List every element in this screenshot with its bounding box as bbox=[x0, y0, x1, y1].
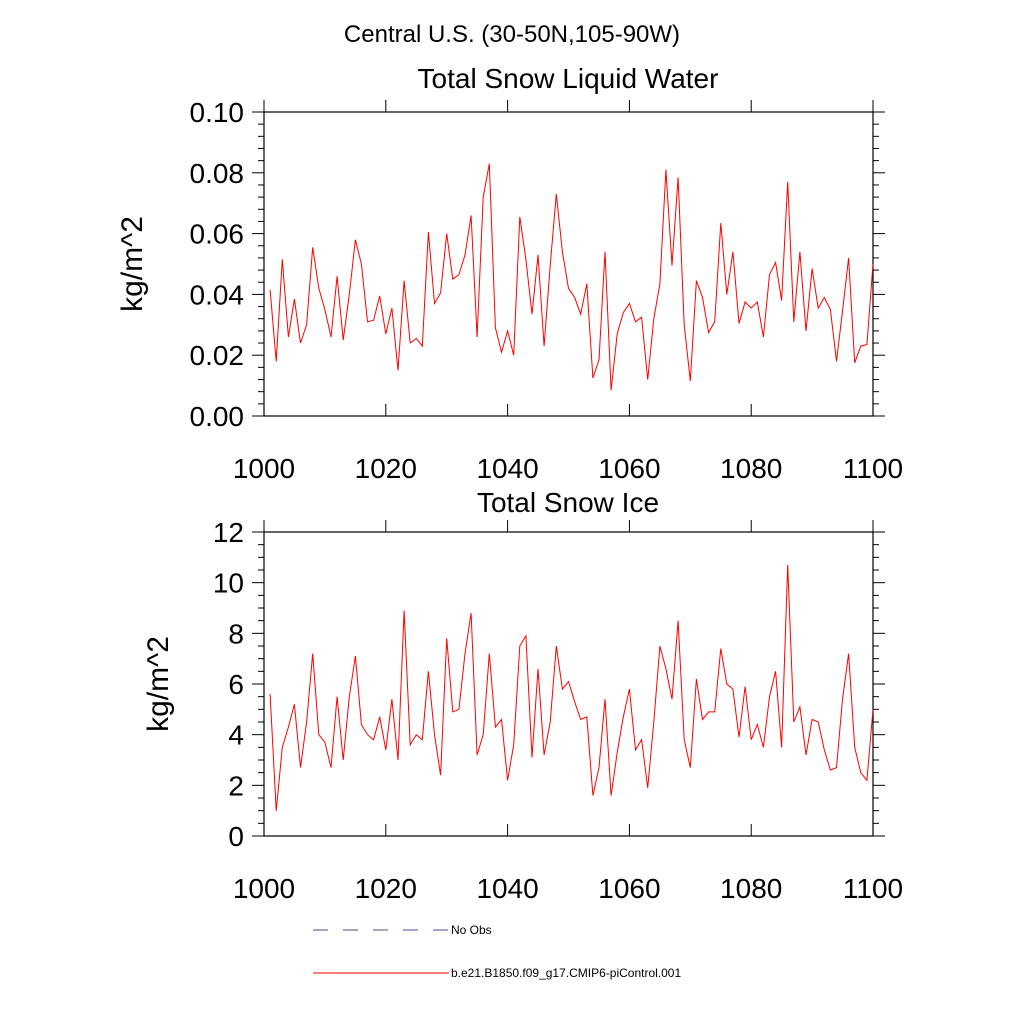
x-tick-label: 1100 bbox=[843, 453, 903, 484]
y-tick-label: 4 bbox=[228, 720, 244, 751]
y-tick-label: 6 bbox=[228, 669, 244, 700]
y-tick-label: 8 bbox=[228, 618, 244, 649]
x-tick-label: 1020 bbox=[355, 873, 417, 904]
series-line-snow-liquid-water bbox=[269, 163, 874, 391]
panel-snow-liquid-water: Total Snow Liquid Water 0.00 0.02 0.04 0.06… bbox=[116, 63, 903, 484]
axis-ticks bbox=[252, 520, 885, 837]
y-tick-labels: 0 2 4 6 8 10 12 bbox=[213, 517, 244, 852]
panel-title: Total Snow Ice bbox=[477, 487, 659, 518]
x-tick-labels: 1000 1020 1040 1060 1080 1100 bbox=[233, 453, 903, 484]
y-tick-label: 0.10 bbox=[190, 97, 245, 128]
y-tick-label: 0.02 bbox=[190, 340, 245, 371]
y-tick-label: 12 bbox=[213, 517, 244, 548]
x-tick-labels: 1000 1020 1040 1060 1080 1100 bbox=[233, 873, 903, 904]
x-tick-label: 1100 bbox=[843, 873, 903, 904]
y-tick-label: 0.06 bbox=[190, 219, 245, 250]
figure-title: Central U.S. (30-50N,105-90W) bbox=[344, 21, 680, 48]
x-tick-label: 1060 bbox=[598, 453, 660, 484]
plot-frame bbox=[263, 111, 874, 417]
y-axis-label: kg/m^2 bbox=[142, 636, 175, 732]
y-tick-labels: 0.00 0.02 0.04 0.06 0.08 0.10 bbox=[190, 97, 245, 432]
y-axis-label: kg/m^2 bbox=[116, 216, 149, 312]
x-tick-label: 1080 bbox=[720, 453, 782, 484]
x-tick-label: 1060 bbox=[598, 873, 660, 904]
y-tick-label: 0.00 bbox=[190, 401, 245, 432]
y-tick-label: 10 bbox=[213, 568, 244, 599]
legend-label-model: b.e21.B1850.f09_g17.CMIP6-piControl.001 bbox=[451, 966, 681, 980]
x-tick-label: 1080 bbox=[720, 873, 782, 904]
plot-frame bbox=[263, 531, 874, 837]
x-tick-label: 1000 bbox=[233, 873, 295, 904]
axis-ticks bbox=[252, 100, 885, 417]
y-tick-label: 0 bbox=[228, 821, 244, 852]
legend: No Obs b.e21.B1850.f09_g17.CMIP6-piContr… bbox=[313, 923, 681, 980]
x-tick-label: 1040 bbox=[476, 453, 538, 484]
y-tick-label: 0.04 bbox=[190, 279, 245, 310]
legend-label-no-obs: No Obs bbox=[451, 923, 492, 937]
y-tick-label: 0.08 bbox=[190, 158, 245, 189]
panel-snow-ice: Total Snow Ice 0 2 4 6 8 10 12 1000 1020 1040 106… bbox=[142, 487, 903, 904]
panel-title: Total Snow Liquid Water bbox=[418, 63, 719, 94]
x-tick-label: 1000 bbox=[233, 453, 295, 484]
x-tick-label: 1040 bbox=[476, 873, 538, 904]
x-tick-label: 1020 bbox=[355, 453, 417, 484]
series-line-snow-ice bbox=[269, 564, 874, 811]
y-tick-label: 2 bbox=[228, 770, 244, 801]
